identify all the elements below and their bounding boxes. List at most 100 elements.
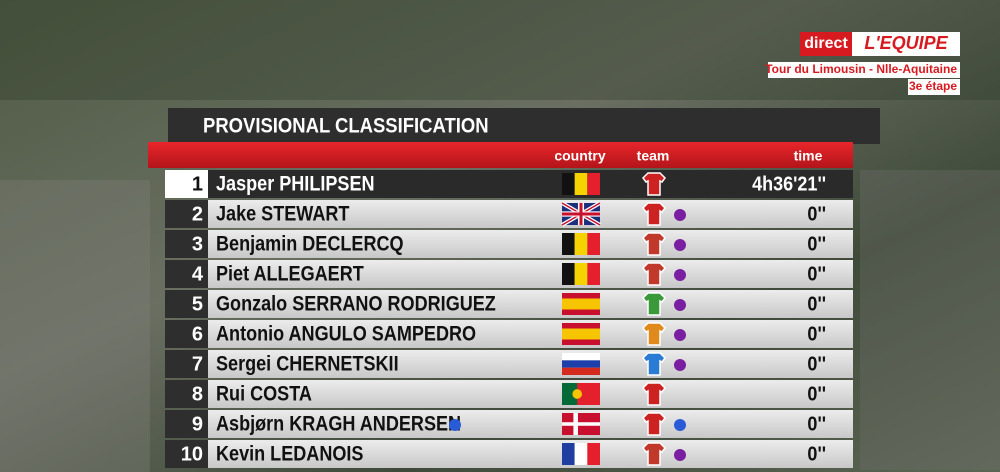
- flag-part: [562, 360, 600, 368]
- flag: [562, 443, 600, 465]
- rank: 5: [192, 293, 203, 315]
- time: 0'': [807, 443, 826, 465]
- time: 0'': [807, 323, 826, 345]
- rider-name: Piet ALLEGAERT: [216, 262, 364, 286]
- flag: [562, 383, 600, 405]
- flag: [562, 413, 600, 435]
- row-background: [208, 260, 853, 288]
- time: 0'': [807, 413, 826, 435]
- name-badge: [449, 419, 461, 431]
- team-jersey: [642, 292, 666, 316]
- flag-part: [587, 233, 600, 255]
- rank-cell: [165, 350, 208, 378]
- rank-cell: [165, 260, 208, 288]
- rider-name: Benjamin DECLERCQ: [216, 232, 404, 256]
- time: 0'': [807, 383, 826, 405]
- rank-cell: [165, 230, 208, 258]
- time: 0'': [807, 233, 826, 255]
- rank: 8: [192, 383, 203, 405]
- flag-part: [562, 367, 600, 375]
- rank-cell: [165, 380, 208, 408]
- flag-part: [562, 263, 575, 285]
- race-label: Tour du Limousin - Nlle-Aquitaine: [765, 62, 957, 76]
- team-jersey: [642, 352, 666, 376]
- row-background: [208, 170, 853, 198]
- rider-name: Asbjørn KRAGH ANDERSEN: [216, 412, 461, 436]
- time: 0'': [807, 293, 826, 315]
- rank: 10: [181, 443, 203, 465]
- row-background: [208, 200, 853, 228]
- rider-name: Sergei CHERNETSKII: [216, 352, 399, 376]
- rank: 1: [192, 173, 203, 195]
- jersey-badge: [674, 449, 686, 461]
- flag-part: [562, 353, 600, 361]
- flag-part: [562, 233, 575, 255]
- header-bar: [148, 142, 853, 168]
- time: 4h36'21'': [752, 173, 826, 195]
- team-jersey: [642, 382, 666, 406]
- time: 0'': [807, 263, 826, 285]
- row-background: [208, 230, 853, 258]
- rank-cell: [165, 290, 208, 318]
- rank: 9: [192, 413, 203, 435]
- team-jersey: [642, 412, 666, 436]
- jersey-badge: [674, 239, 686, 251]
- rider-name: Gonzalo SERRANO RODRIGUEZ: [216, 292, 496, 316]
- live-badge: [800, 32, 852, 56]
- flag-part: [562, 328, 600, 340]
- stage-label: 3e étape: [909, 79, 957, 93]
- team-jersey: [642, 172, 666, 196]
- team-jersey: [642, 262, 666, 286]
- jersey-badge: [674, 269, 686, 281]
- live-label: direct: [804, 35, 848, 52]
- race-badge: [768, 62, 960, 78]
- rider-name: Jasper PHILIPSEN: [216, 172, 375, 196]
- flag-part: [562, 383, 578, 405]
- row-background: [208, 380, 853, 408]
- flag-part: [574, 443, 588, 465]
- jersey-badge: [674, 209, 686, 221]
- flag-part: [572, 389, 583, 399]
- jersey-badge: [674, 419, 686, 431]
- row-background: [208, 290, 853, 318]
- rows: 1 Jasper PHILIPSEN 4h36'21'' 2 Jake STEWART 0…: [165, 170, 853, 468]
- flag: [562, 173, 600, 195]
- rank-cell: [165, 440, 208, 468]
- flag-part: [587, 263, 600, 285]
- jersey-badge: [674, 299, 686, 311]
- column-header: team: [637, 148, 670, 164]
- jersey-badge: [674, 359, 686, 371]
- rank: 7: [192, 353, 203, 375]
- flag-part: [562, 212, 600, 216]
- rider-name: Antonio ANGULO SAMPEDRO: [216, 322, 476, 346]
- flag-part: [562, 443, 575, 465]
- title-bar: [168, 108, 880, 144]
- row-background: [208, 320, 853, 348]
- row-background: [208, 410, 853, 438]
- flag-part: [574, 263, 588, 285]
- row-background: [208, 350, 853, 378]
- time: 0'': [807, 353, 826, 375]
- stage-badge: [908, 79, 960, 95]
- flag: [562, 323, 600, 345]
- rank-cell: [165, 170, 208, 198]
- column-header: country: [554, 148, 606, 164]
- table-title: PROVISIONAL CLASSIFICATION: [203, 114, 489, 137]
- flag: [560, 201, 602, 227]
- rank: 6: [192, 323, 203, 345]
- channel-label: L'EQUIPE: [864, 33, 948, 53]
- flag: [562, 293, 600, 315]
- flag-part: [587, 443, 600, 465]
- row-background: [208, 440, 853, 468]
- flag-part: [574, 233, 588, 255]
- column-header: time: [794, 148, 823, 164]
- flag-part: [587, 173, 600, 195]
- rank: 4: [192, 263, 204, 285]
- rank-cell: [165, 320, 208, 348]
- rank: 3: [192, 233, 203, 255]
- rider-name: Jake STEWART: [216, 202, 349, 226]
- rank: 2: [192, 203, 203, 225]
- team-jersey: [642, 202, 666, 226]
- jersey-badge: [674, 329, 686, 341]
